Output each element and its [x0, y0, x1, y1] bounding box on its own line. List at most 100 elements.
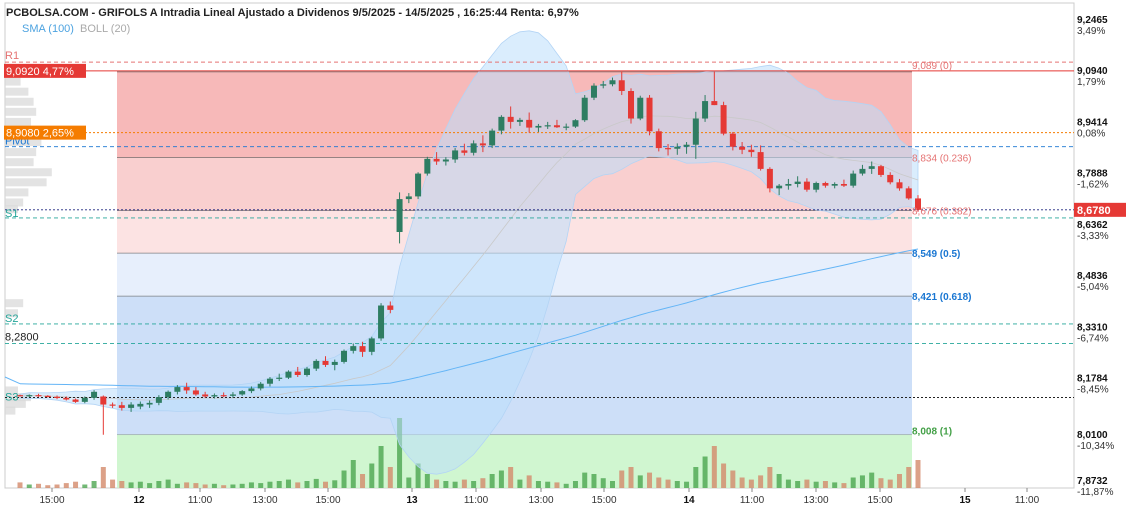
- volume-bar: [628, 467, 634, 488]
- candle: [868, 161, 875, 174]
- candle: [720, 101, 727, 136]
- volume-bar: [221, 485, 227, 488]
- volume-bar: [350, 460, 356, 488]
- candle: [840, 179, 847, 188]
- volume-profile-bar: [5, 198, 24, 207]
- chart-title: PCBOLSA.COM - GRIFOLS A Intradia Lineal …: [6, 7, 579, 19]
- volume-background: [117, 434, 912, 488]
- candle: [165, 390, 172, 400]
- candle-body: [785, 183, 792, 186]
- candle-body: [489, 130, 496, 146]
- candle: [507, 106, 514, 129]
- candle: [905, 186, 912, 200]
- y-tick-label: 8,7888: [1077, 169, 1108, 180]
- candle: [72, 398, 79, 403]
- volume-bar: [684, 481, 690, 488]
- candle-body: [748, 149, 755, 153]
- candle-body: [109, 404, 116, 406]
- volume-bar: [647, 472, 653, 488]
- candle-body: [452, 150, 459, 160]
- x-tick-label: 15:00: [39, 495, 64, 506]
- last-price-box: [1074, 202, 1126, 217]
- volume-bar: [915, 460, 921, 488]
- candle-body: [868, 166, 875, 169]
- candle-body: [628, 91, 635, 119]
- volume-bar: [545, 481, 551, 488]
- candle-body: [905, 188, 912, 199]
- candle-body: [100, 396, 107, 405]
- candle-body: [813, 182, 820, 190]
- candle: [424, 156, 431, 176]
- candle: [896, 178, 903, 191]
- volume-bar: [508, 467, 514, 488]
- indicator-sma-label: SMA (100): [22, 23, 74, 35]
- candle-body: [553, 125, 560, 128]
- candle-body: [535, 125, 542, 128]
- x-tick-label: 13:00: [252, 495, 277, 506]
- candle-body: [146, 402, 153, 405]
- candle: [785, 178, 792, 190]
- candle: [655, 128, 662, 152]
- candle: [146, 400, 153, 408]
- x-tick-label: 12: [133, 495, 145, 506]
- candle: [887, 172, 894, 185]
- candle: [341, 349, 348, 364]
- volume-bar: [285, 479, 291, 488]
- candle-body: [276, 377, 283, 379]
- volume-bar: [517, 479, 523, 488]
- volume-profile-bar: [5, 168, 52, 177]
- candle-body: [405, 196, 412, 200]
- y-percent-label: 0,08%: [1077, 128, 1105, 139]
- candle: [192, 387, 199, 396]
- volume-bar: [239, 483, 245, 488]
- volume-profile-bar: [5, 309, 18, 318]
- volume-bar: [434, 479, 440, 488]
- y-tick-label: 8,1784: [1077, 374, 1108, 385]
- candle: [489, 128, 496, 149]
- y-percent-label: 3,49%: [1077, 26, 1105, 37]
- level-9092-box-bg: [4, 63, 86, 78]
- candle-body: [202, 394, 209, 397]
- volume-profile-bar: [5, 138, 42, 147]
- candle: [850, 170, 857, 188]
- candle-body: [637, 97, 644, 119]
- candle: [128, 402, 135, 412]
- candle-body: [155, 397, 162, 403]
- volume-bar: [554, 482, 560, 488]
- x-tick-label: 13:00: [803, 495, 828, 506]
- candle: [776, 183, 783, 196]
- candle: [859, 164, 866, 176]
- candle: [433, 152, 440, 165]
- volume-bar: [323, 481, 329, 488]
- x-tick-label: 15:00: [591, 495, 616, 506]
- volume-bar: [859, 475, 865, 488]
- y-percent-label: -8,45%: [1077, 385, 1109, 396]
- candle: [600, 80, 607, 89]
- volume-bar: [128, 482, 134, 488]
- candle: [322, 356, 329, 367]
- volume-bar: [489, 474, 495, 488]
- candle: [618, 71, 625, 96]
- candle-body: [766, 168, 773, 189]
- volume-bar: [637, 475, 643, 488]
- volume-bar: [461, 479, 467, 488]
- candle-body: [35, 395, 42, 397]
- candle-body: [359, 346, 366, 352]
- volume-bar: [813, 481, 819, 488]
- candle-body: [563, 126, 570, 128]
- candle-body: [350, 346, 357, 351]
- candle-body: [729, 133, 736, 147]
- volume-bar: [26, 484, 32, 488]
- candle-body: [609, 80, 616, 85]
- candle: [452, 148, 459, 163]
- volume-bar: [665, 479, 671, 488]
- candle-body: [54, 396, 61, 399]
- s3-label: S3: [5, 391, 18, 403]
- candle: [368, 336, 375, 356]
- volume-bar: [17, 482, 23, 488]
- candle: [109, 402, 116, 408]
- volume-bar: [119, 481, 125, 488]
- volume-profile-bar: [5, 205, 18, 214]
- volume-bar: [443, 481, 449, 488]
- candle-body: [711, 101, 718, 106]
